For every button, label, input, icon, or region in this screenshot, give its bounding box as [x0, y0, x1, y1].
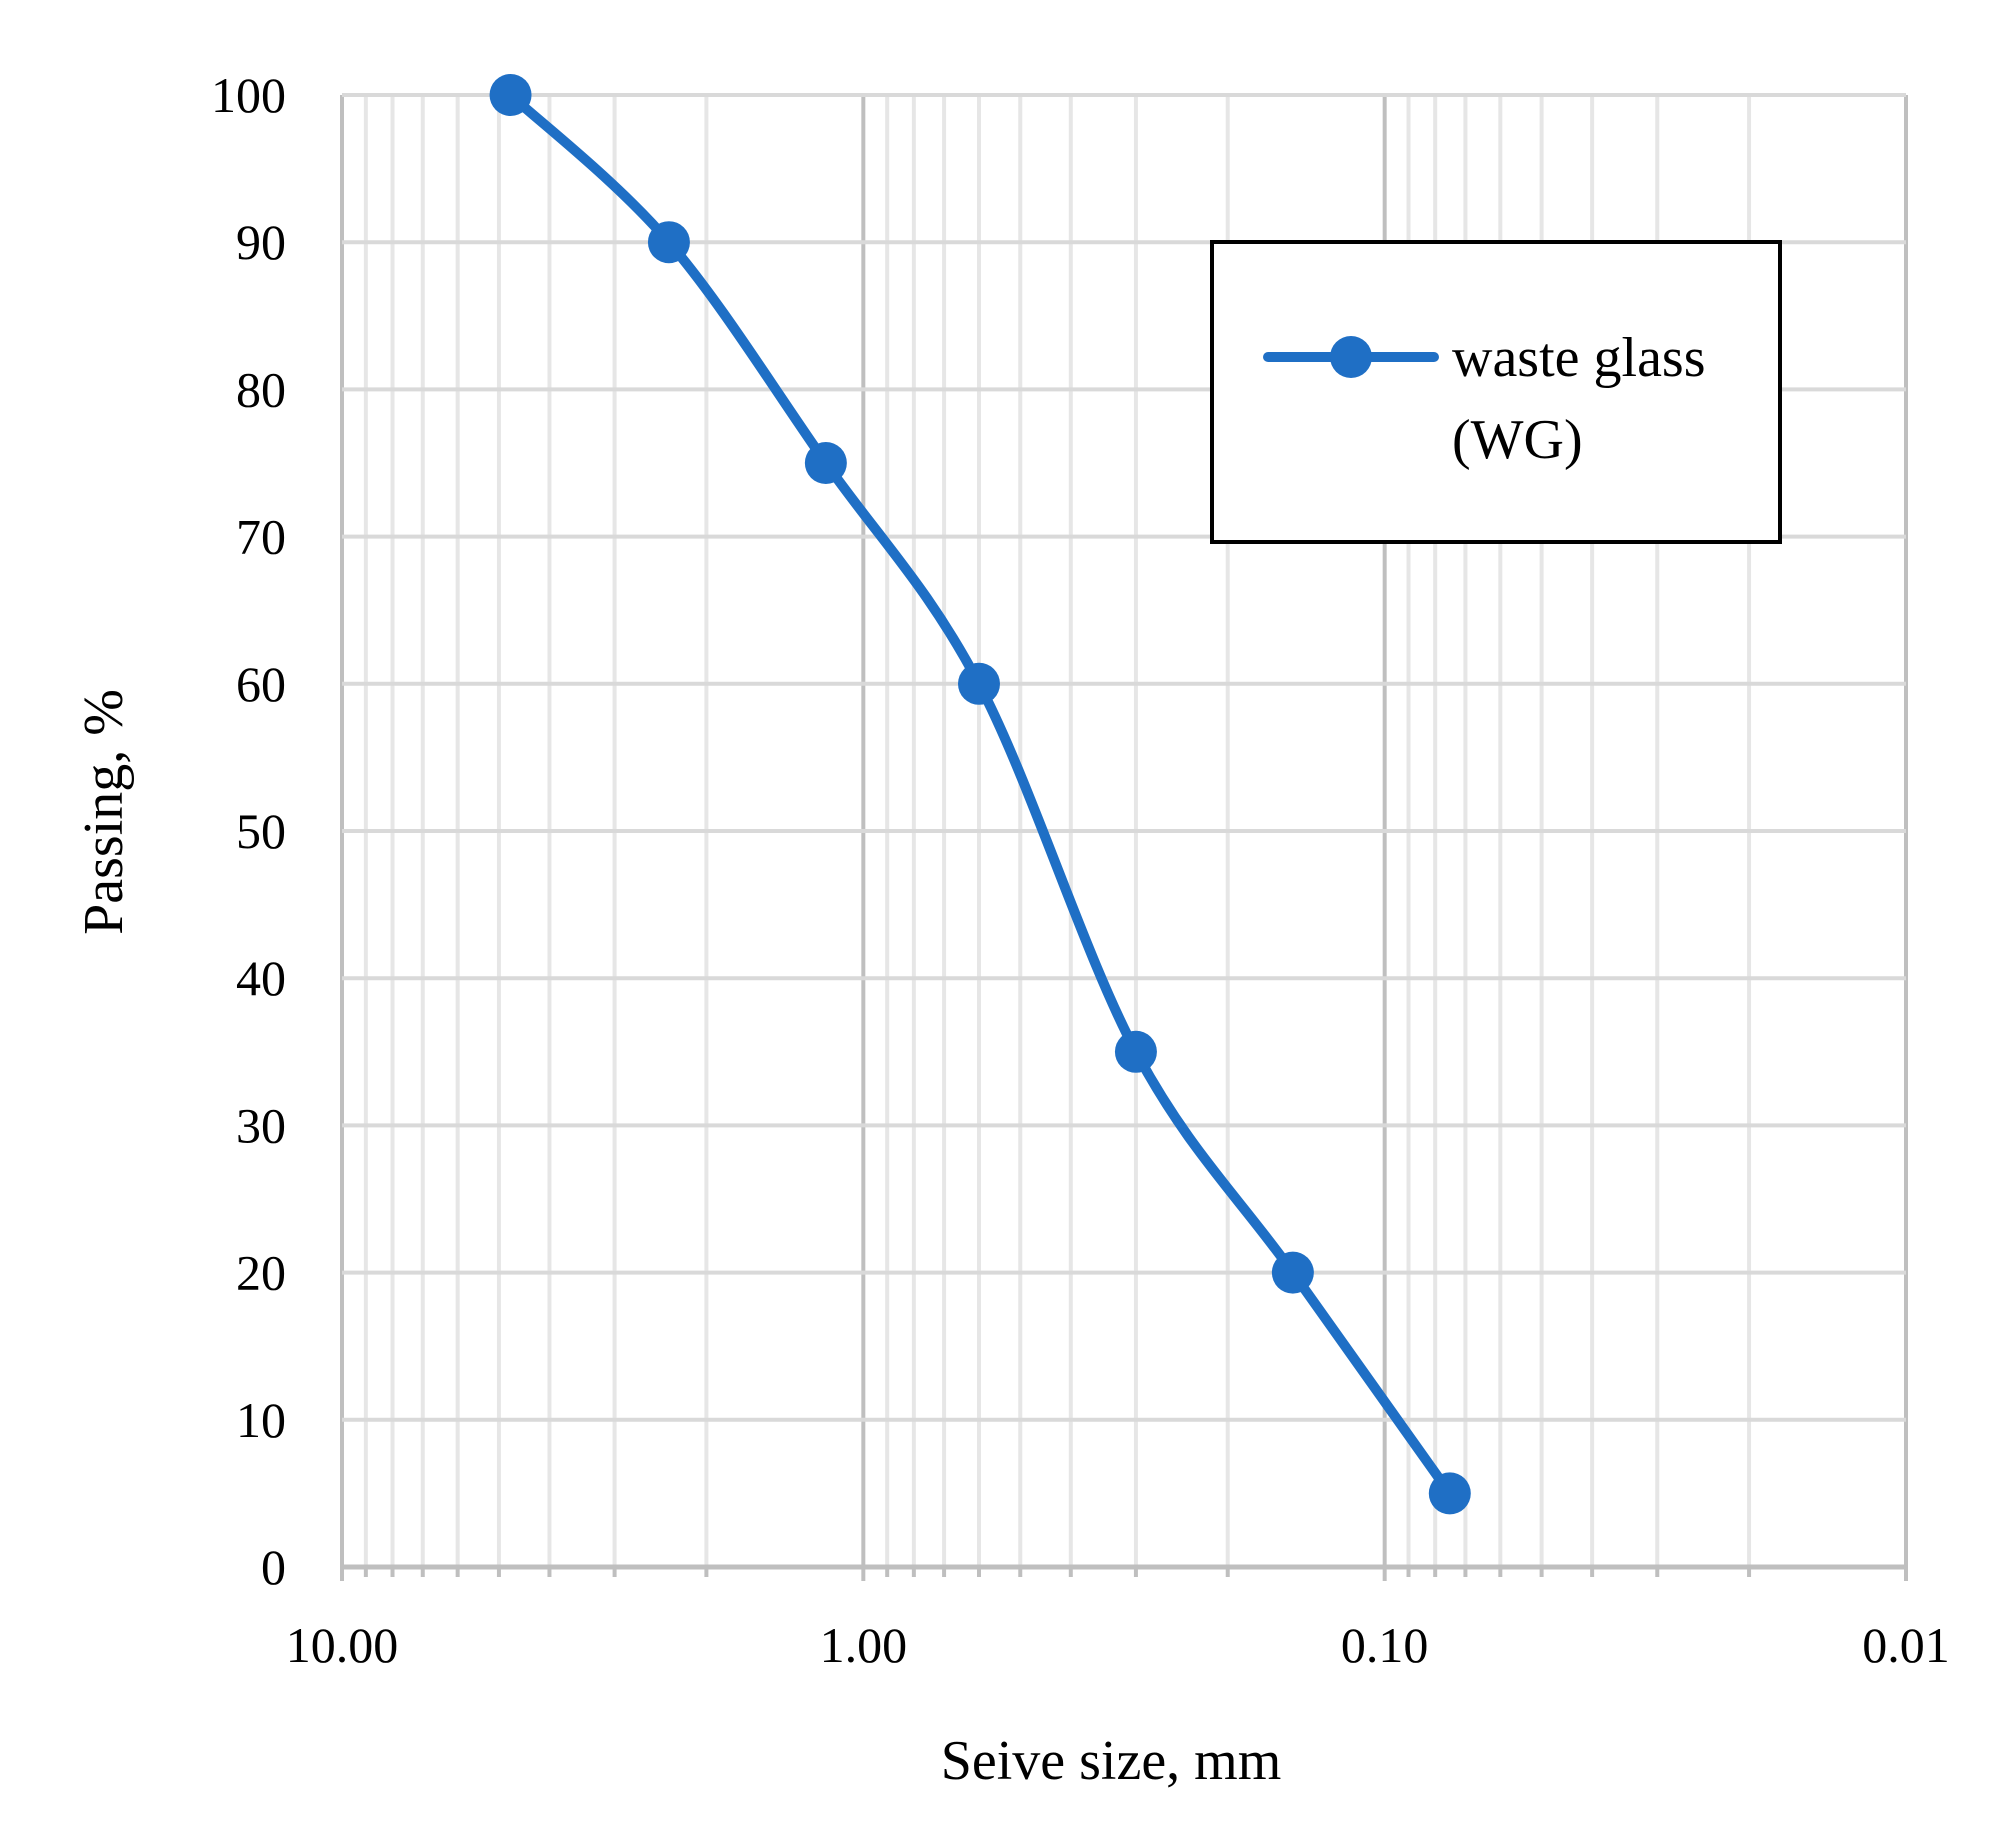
y-tick-label: 100 — [211, 67, 286, 123]
data-point — [1428, 1472, 1471, 1515]
y-tick-label: 30 — [236, 1097, 286, 1153]
y-tick-label: 60 — [236, 656, 286, 712]
legend-label-line-2: (WG) — [1452, 409, 1583, 471]
y-tick-label: 40 — [236, 950, 286, 1006]
y-axis: 0 10 20 30 40 50 60 70 80 90 100 — [211, 67, 286, 1595]
y-axis-title: Passing, % — [73, 689, 135, 935]
data-point — [1271, 1251, 1314, 1294]
x-tick-label: 0.01 — [1862, 1617, 1950, 1673]
x-axis-title: Seive size, mm — [941, 1730, 1282, 1792]
x-axis: 10.00 1.00 0.10 0.01 — [286, 1617, 1950, 1673]
legend: waste glass (WG) — [1210, 240, 1782, 544]
legend-marker — [1330, 336, 1372, 378]
data-point — [647, 221, 690, 264]
x-tick-label: 10.00 — [286, 1617, 399, 1673]
x-tick-label: 1.00 — [820, 1617, 908, 1673]
legend-box — [1210, 240, 1782, 544]
y-tick-label: 10 — [236, 1392, 286, 1448]
data-point — [489, 74, 532, 116]
series-layer — [489, 74, 1471, 1515]
y-tick-label: 50 — [236, 803, 286, 859]
y-tick-label: 80 — [236, 361, 286, 417]
data-point — [1114, 1030, 1157, 1073]
grid — [340, 93, 1908, 1581]
data-point — [957, 662, 1000, 705]
y-tick-label: 20 — [236, 1245, 286, 1301]
y-tick-label: 70 — [236, 509, 286, 565]
legend-label-line-1: waste glass — [1452, 327, 1706, 389]
y-tick-label: 90 — [236, 214, 286, 270]
data-point — [804, 442, 847, 484]
y-tick-label: 0 — [261, 1539, 286, 1595]
x-tick-label: 0.10 — [1341, 1617, 1429, 1673]
